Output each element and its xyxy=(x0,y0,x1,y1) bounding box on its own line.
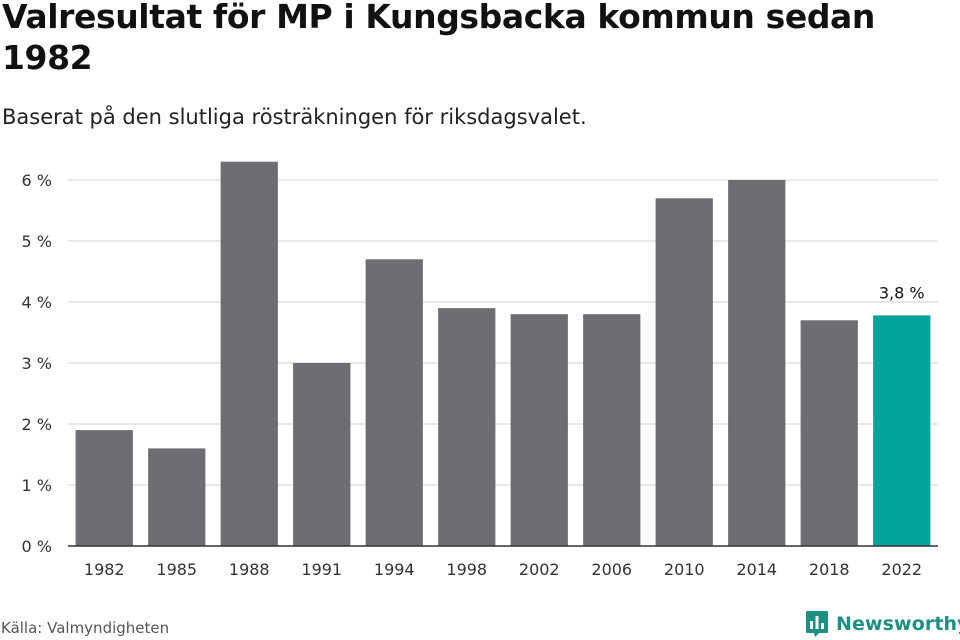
x-tick-label: 1991 xyxy=(301,560,342,579)
bar xyxy=(510,314,568,546)
chart-subtitle: Baserat på den slutliga rösträkningen fö… xyxy=(2,105,587,129)
bar xyxy=(728,180,786,546)
y-tick-label: 4 % xyxy=(22,293,52,312)
brand-name: Newsworthy xyxy=(836,613,960,635)
x-tick-label: 2014 xyxy=(736,560,777,579)
chart-title: Valresultat för MP i Kungsbacka kommun s… xyxy=(2,0,876,77)
y-tick-label: 2 % xyxy=(22,415,52,434)
x-tick-label: 2018 xyxy=(809,560,850,579)
source-note: Källa: Valmyndigheten xyxy=(1,619,170,637)
bar-chart: 0 % 1 % 2 % 3 % 4 % 5 % 6 % 1982 1985 1988 1991 199… xyxy=(22,161,938,579)
x-tick-label: 1985 xyxy=(156,560,197,579)
bar xyxy=(583,314,641,546)
y-tick-label: 5 % xyxy=(22,232,52,251)
bar xyxy=(800,320,858,546)
bar xyxy=(75,430,133,546)
bar xyxy=(365,259,423,546)
x-tick-label: 1998 xyxy=(446,560,487,579)
x-tick-label: 1988 xyxy=(229,560,270,579)
bar xyxy=(293,363,351,546)
data-label: 3,8 % xyxy=(879,283,925,302)
y-tick-label: 0 % xyxy=(22,537,52,556)
newsworthy-logo-icon xyxy=(806,611,828,637)
y-tick-label: 1 % xyxy=(22,476,52,495)
bar xyxy=(655,198,713,547)
y-tick-label: 6 % xyxy=(22,171,52,190)
x-tick-label: 2002 xyxy=(519,560,560,579)
bar xyxy=(148,448,206,546)
y-tick-label: 3 % xyxy=(22,354,52,373)
x-tick-label: 2010 xyxy=(664,560,705,579)
x-tick-label: 1982 xyxy=(84,560,125,579)
bar xyxy=(438,308,496,546)
newsworthy-brand[interactable]: Newsworthy xyxy=(805,608,960,640)
x-tick-label: 1994 xyxy=(374,560,415,579)
bar-highlight xyxy=(873,315,931,546)
x-tick-label: 2006 xyxy=(591,560,632,579)
x-tick-label: 2022 xyxy=(881,560,922,579)
bar xyxy=(220,161,278,546)
